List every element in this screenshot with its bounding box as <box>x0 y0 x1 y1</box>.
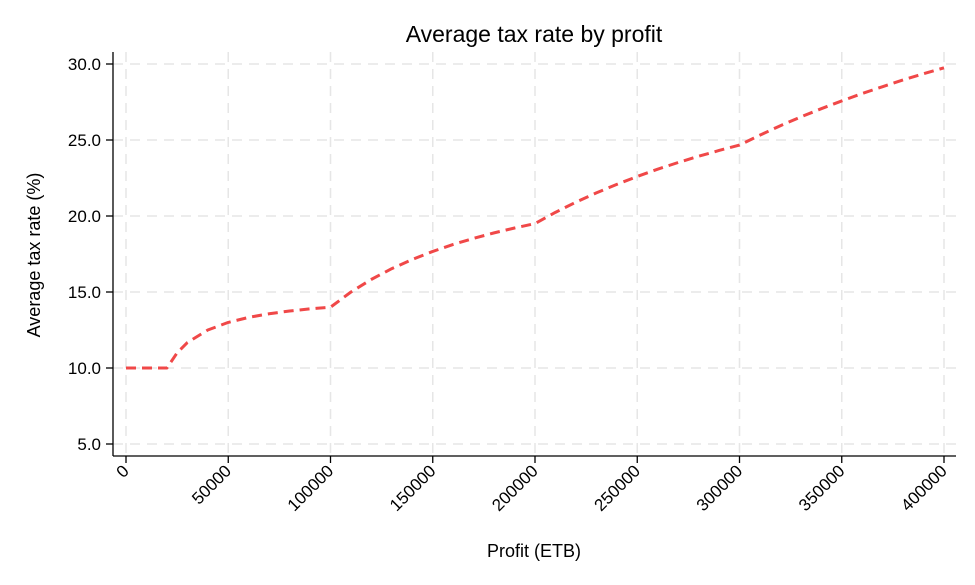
x-axis-title: Profit (ETB) <box>487 541 581 561</box>
y-tick-label: 5.0 <box>77 435 101 454</box>
chart-title: Average tax rate by profit <box>406 21 663 47</box>
y-axis-title: Average tax rate (%) <box>24 173 44 338</box>
grid <box>113 52 956 456</box>
y-tick-label: 10.0 <box>68 359 101 378</box>
y-tick-label: 30.0 <box>68 55 101 74</box>
y-tick-label: 15.0 <box>68 283 101 302</box>
y-tick-label: 20.0 <box>68 207 101 226</box>
series-layer <box>126 66 945 370</box>
y-tick-label: 25.0 <box>68 131 101 150</box>
series-line <box>126 66 945 370</box>
